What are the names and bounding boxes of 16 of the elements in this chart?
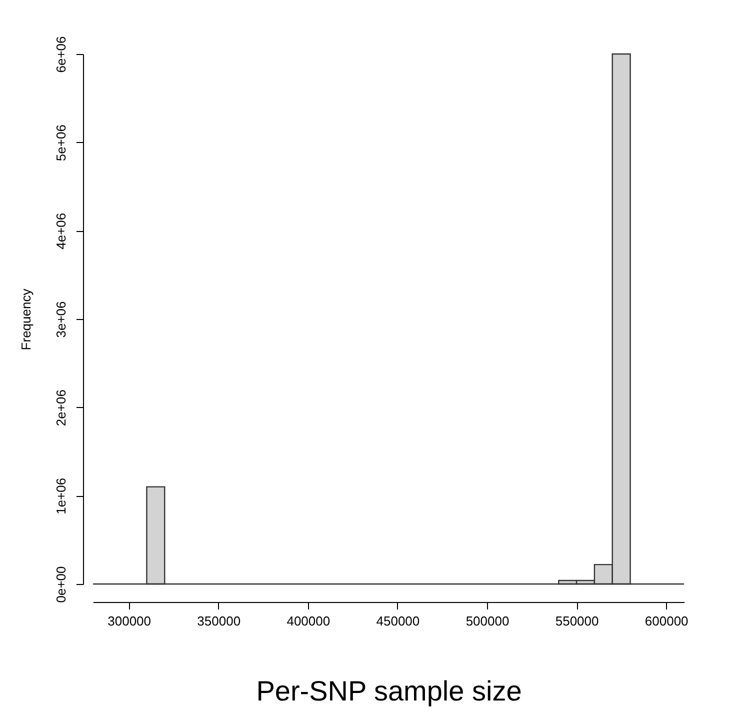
x-tick-label: 600000 bbox=[644, 614, 688, 628]
y-tick-label: 6e+06 bbox=[54, 36, 68, 73]
x-tick-label: 300000 bbox=[108, 614, 152, 628]
x-tick-label: 500000 bbox=[466, 614, 510, 628]
x-tick-label: 400000 bbox=[286, 614, 330, 628]
y-tick-label: 0e+00 bbox=[54, 566, 68, 603]
y-tick-label: 5e+06 bbox=[54, 124, 68, 162]
x-axis-title: Per-SNP sample size bbox=[256, 676, 522, 706]
y-tick-label: 3e+06 bbox=[54, 301, 68, 338]
y-tick-label: 4e+06 bbox=[54, 212, 68, 250]
y-tick-label: 1e+06 bbox=[54, 478, 68, 514]
x-tick-label: 550000 bbox=[555, 614, 599, 628]
x-tick-label: 450000 bbox=[376, 614, 420, 628]
y-axis-title: Frequency bbox=[18, 288, 34, 350]
y-tick-label: 2e+06 bbox=[54, 390, 68, 426]
x-tick-label: 350000 bbox=[197, 614, 241, 628]
